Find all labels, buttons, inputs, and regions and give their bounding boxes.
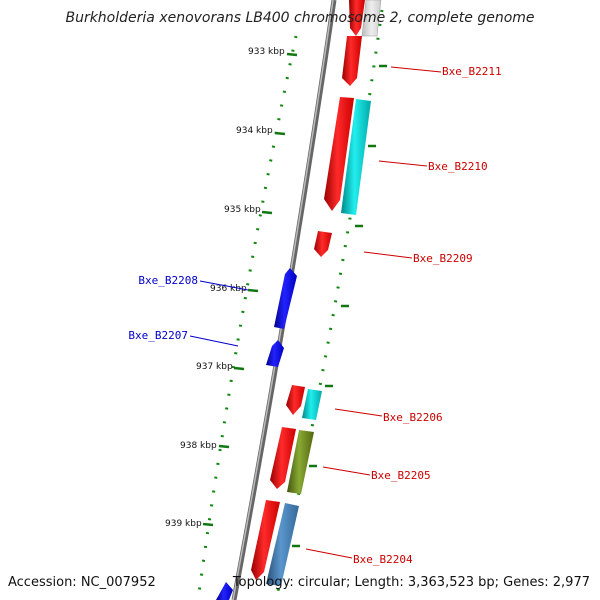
accession-text: Accession: NC_007952 [8, 575, 156, 590]
cds-bxe-b2205[interactable] [287, 430, 314, 494]
outer-scale-ticks [292, 64, 387, 548]
gene-label-bxe-b2210[interactable]: Bxe_B2210 [428, 160, 488, 173]
gene-feature[interactable] [216, 582, 233, 600]
cds-bxe-b2204[interactable] [266, 503, 299, 586]
gene-bxe-b2204[interactable] [251, 500, 280, 580]
gene-bxe-b2205[interactable] [270, 427, 296, 489]
gene-label-bxe-b2209[interactable]: Bxe_B2209 [413, 252, 473, 265]
gene-label-bxe-b2204[interactable]: Bxe_B2204 [353, 553, 413, 566]
cds-bxe-b2206[interactable] [302, 389, 322, 420]
gene-label-bxe-b2207[interactable]: Bxe_B2207 [128, 329, 188, 342]
gene-bxe-b2211[interactable] [342, 36, 362, 86]
scale-label: 933 kbp [248, 47, 285, 57]
gene-feature[interactable] [361, 0, 382, 37]
outer-scale-curve [274, 9, 384, 600]
gene-bxe-b2208[interactable] [274, 268, 297, 329]
scale-label: 937 kbp [196, 362, 233, 372]
gene-bxe-b2206[interactable] [286, 385, 305, 415]
scale-label: 935 kbp [224, 205, 261, 215]
gene-bxe-b2209[interactable] [314, 231, 332, 257]
gene-label-bxe-b2211[interactable]: Bxe_B2211 [442, 65, 502, 78]
genome-summary-text: Topology: circular; Length: 3,363,523 bp… [232, 575, 590, 590]
inner-scale-curve [196, 35, 298, 600]
scale-label: 938 kbp [180, 441, 217, 451]
scale-ticks [202, 52, 298, 527]
gene-label-bxe-b2206[interactable]: Bxe_B2206 [383, 411, 443, 424]
map-title: Burkholderia xenovorans LB400 chromosome… [65, 10, 535, 26]
scale-label: 936 kbp [210, 284, 247, 294]
gene-feature[interactable] [349, 0, 365, 36]
gene-bxe-b2207[interactable] [266, 340, 284, 367]
gene-label-bxe-b2208[interactable]: Bxe_B2208 [138, 274, 198, 287]
scale-label: 939 kbp [165, 519, 202, 529]
gene-bxe-b2210[interactable] [324, 97, 354, 211]
cds-bxe-b2210[interactable] [341, 99, 371, 215]
scale-label: 934 kbp [236, 126, 273, 136]
gene-label-bxe-b2205[interactable]: Bxe_B2205 [371, 469, 431, 482]
